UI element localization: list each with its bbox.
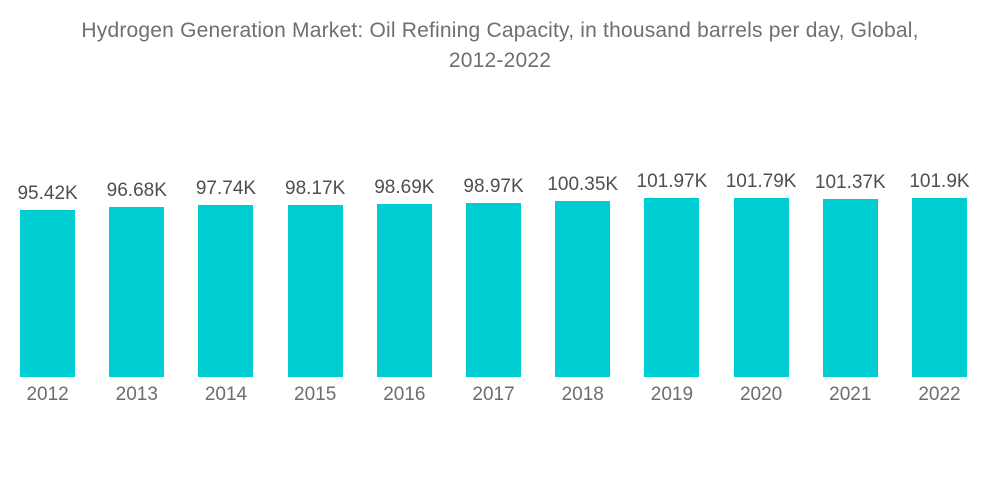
bar-column: 97.74K 2014 [181, 0, 270, 405]
bar-column: 101.97K 2019 [627, 0, 716, 405]
bar-value-label: 95.42K [17, 182, 78, 204]
bar-value-label: 101.97K [636, 171, 708, 192]
bar[interactable] [644, 198, 700, 377]
bar[interactable] [466, 203, 522, 377]
x-axis-tick-label: 2021 [829, 384, 872, 405]
x-axis-tick-label: 2012 [26, 384, 69, 405]
chart-title-line1: Hydrogen Generation Market: Oil Refining… [81, 19, 919, 42]
bar[interactable] [822, 199, 878, 377]
bar[interactable] [287, 204, 343, 377]
bar-value-label: 97.74K [195, 178, 257, 200]
bar-value-label: 98.69K [374, 176, 435, 198]
x-axis-tick-label: 2020 [739, 384, 783, 405]
bar-column: 100.35K 2018 [538, 0, 627, 405]
bar[interactable] [198, 205, 254, 377]
bar-column: 101.9K 2022 [895, 0, 984, 405]
x-axis-tick-label: 2013 [115, 384, 158, 405]
bar-column: 98.69K 2016 [360, 0, 449, 405]
bar-value-label: 101.9K [909, 171, 970, 193]
x-axis-tick-label: 2018 [561, 384, 604, 405]
bar[interactable] [733, 198, 789, 377]
bar-column: 101.37K 2021 [806, 0, 895, 405]
x-axis-tick-label: 2016 [383, 384, 426, 405]
chart-title-line2: 2012-2022 [448, 49, 552, 72]
x-axis-tick-label: 2015 [294, 384, 337, 405]
bar-value-label: 98.17K [285, 177, 346, 199]
bar-column: 96.68K 2013 [92, 0, 181, 405]
bar-column: 95.42K 2012 [3, 0, 92, 405]
bar-column: 101.79K 2020 [717, 0, 806, 405]
bar[interactable] [376, 203, 432, 377]
bar[interactable] [20, 209, 76, 377]
bar[interactable] [109, 207, 165, 377]
bar-value-label: 96.68K [106, 180, 167, 202]
chart-title: Hydrogen Generation Market: Oil Refining… [0, 16, 1000, 76]
bar-value-label: 101.37K [814, 172, 886, 194]
bar[interactable] [555, 200, 611, 377]
x-axis-tick-label: 2019 [650, 384, 694, 405]
bar[interactable] [911, 198, 967, 377]
bar-value-label: 100.35K [547, 173, 619, 195]
x-axis-tick-label: 2017 [472, 384, 515, 405]
x-axis-tick-label: 2022 [918, 384, 961, 405]
x-axis-tick-label: 2014 [204, 384, 248, 405]
bar-column: 98.17K 2015 [271, 0, 360, 405]
bar-chart-plot-area: 95.42K 2012 96.68K 2013 97.74K 2014 98.1… [3, 0, 984, 405]
bar-column: 98.97K 2017 [449, 0, 538, 405]
bar-value-label: 101.79K [725, 171, 797, 193]
bar-value-label: 98.97K [463, 176, 524, 198]
